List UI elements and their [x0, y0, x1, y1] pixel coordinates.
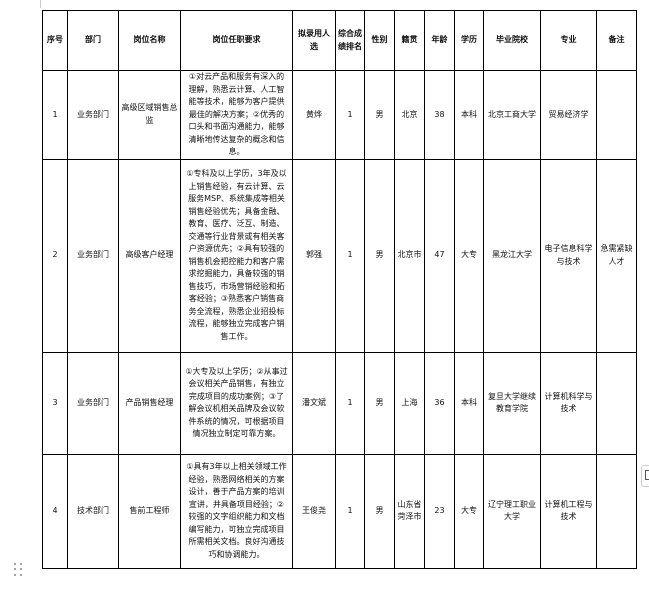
cell-no: 3 [42, 351, 68, 455]
cell-education: 本科 [454, 70, 484, 160]
paste-options-icon[interactable] [641, 465, 649, 487]
cell-dept: 业务部门 [67, 158, 119, 353]
cell-major: 电子信息科学与技术 [540, 158, 597, 353]
cell-origin: 上海 [394, 351, 425, 455]
cell-note [596, 351, 637, 455]
header-major: 专业 [540, 10, 597, 71]
cell-origin: 北京市 [394, 158, 425, 353]
cell-dept: 业务部门 [67, 70, 119, 160]
cell-gender: 男 [364, 351, 395, 455]
cell-origin: 北京 [394, 70, 425, 160]
cell-candidate: 郭强 [292, 158, 336, 353]
cell-gender: 男 [364, 158, 395, 353]
cell-education: 本科 [454, 351, 484, 455]
cell-requirements: ①大专及以上学历；②从事过会议相关产品销售，有独立完成项目的成功案例；③了解会议… [180, 351, 293, 455]
cell-education: 大专 [454, 453, 484, 569]
header-origin: 籍贯 [394, 10, 425, 71]
header-age: 年龄 [424, 10, 455, 71]
header-note: 备注 [596, 10, 637, 71]
cell-rank: 1 [335, 351, 365, 455]
cell-note: 急需紧缺人才 [596, 158, 637, 353]
cell-rank: 1 [335, 158, 365, 353]
cell-gender: 男 [364, 453, 395, 569]
header-no: 序号 [42, 10, 68, 71]
cell-age: 23 [424, 453, 455, 569]
cell-position: 高级区域销售总监 [118, 70, 181, 160]
cell-position: 产品销售经理 [118, 351, 181, 455]
page-corner-mark [40, 0, 41, 8]
cell-requirements: ①对云产品和服务有深入的理解，熟悉云计算、人工智能等技术，能够为客户提供最佳的解… [180, 70, 293, 160]
cell-no: 1 [42, 70, 68, 160]
cell-major: 计算机工程与技术 [540, 453, 597, 569]
cell-school: 辽宁理工职业大学 [483, 453, 541, 569]
cell-requirements: ①具有3年以上相关领域工作经验，熟悉网络相关的方案设计，善于产品方案的培训宣讲，… [180, 453, 293, 569]
cell-school: 黑龙江大学 [483, 158, 541, 353]
cell-age: 38 [424, 70, 455, 160]
cell-requirements: ①专科及以上学历，3年及以上销售经验，有云计算、云服务MSP、系统集成等相关销售… [180, 158, 293, 353]
cell-dept: 业务部门 [67, 351, 119, 455]
cell-candidate: 王俊尧 [292, 453, 336, 569]
header-candidate: 拟录用人选 [292, 10, 336, 71]
table-row: 4 技术部门 售前工程师 ①具有3年以上相关领域工作经验，熟悉网络相关的方案设计，善于… [42, 453, 637, 569]
cell-note [596, 453, 637, 569]
header-dept: 部门 [67, 10, 119, 71]
cell-education: 大专 [454, 158, 484, 353]
cell-no: 4 [42, 453, 68, 569]
cell-position: 售前工程师 [118, 453, 181, 569]
cell-rank: 1 [335, 453, 365, 569]
cell-rank: 1 [335, 70, 365, 160]
header-school: 毕业院校 [483, 10, 541, 71]
table-row: 1 业务部门 高级区域销售总监 ①对云产品和服务有深入的理解，熟悉云计算、人工智能等技… [42, 70, 637, 160]
table-row: 2 业务部门 高级客户经理 ①专科及以上学历，3年及以上销售经验，有云计算、云服务MS… [42, 158, 637, 353]
header-requirements: 岗位任职要求 [180, 10, 293, 71]
header-row: 序号 部门 岗位名称 岗位任职要求 拟录用人选 综合成绩排名 性别 籍贯 年龄 学历 毕业院校 专业备… [42, 10, 637, 71]
header-rank: 综合成绩排名 [335, 10, 365, 71]
header-gender: 性别 [364, 10, 395, 71]
cell-major: 贸易经济学 [540, 70, 597, 160]
cell-gender: 男 [364, 70, 395, 160]
drag-handle-icon[interactable] [14, 563, 24, 577]
cell-origin: 山东省菏泽市 [394, 453, 425, 569]
cell-school: 北京工商大学 [483, 70, 541, 160]
cell-position: 高级客户经理 [118, 158, 181, 353]
cell-major: 计算机科学与技术 [540, 351, 597, 455]
cell-note [596, 70, 637, 160]
cell-no: 2 [42, 158, 68, 353]
recruitment-table: 序号 部门 岗位名称 岗位任职要求 拟录用人选 综合成绩排名 性别 籍贯 年龄 学历 毕业院校 专业备… [42, 10, 637, 569]
cell-school: 复旦大学继续教育学院 [483, 351, 541, 455]
header-position: 岗位名称 [118, 10, 181, 71]
header-education: 学历 [454, 10, 484, 71]
cell-dept: 技术部门 [67, 453, 119, 569]
table-row: 3 业务部门 产品销售经理 ①大专及以上学历；②从事过会议相关产品销售，有独立完成项目… [42, 351, 637, 455]
cell-age: 36 [424, 351, 455, 455]
cell-candidate: 潘文斌 [292, 351, 336, 455]
cell-candidate: 黄烨 [292, 70, 336, 160]
cell-age: 47 [424, 158, 455, 353]
